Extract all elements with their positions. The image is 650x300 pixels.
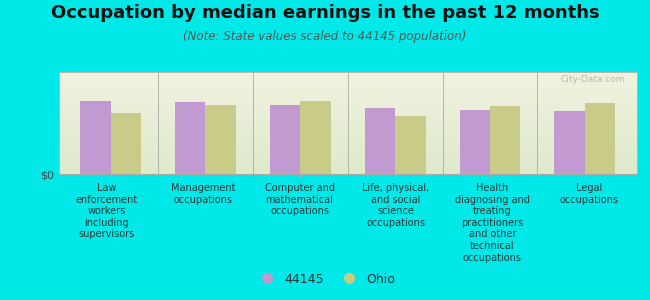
Text: Law
enforcement
workers
including
supervisors: Law enforcement workers including superv… <box>75 183 138 239</box>
Bar <box>490 106 521 174</box>
Bar <box>175 102 205 174</box>
Text: (Note: State values scaled to 44145 population): (Note: State values scaled to 44145 popu… <box>183 30 467 43</box>
Bar <box>300 100 331 174</box>
Bar <box>365 108 395 174</box>
Bar <box>111 113 141 174</box>
Text: Occupation by median earnings in the past 12 months: Occupation by median earnings in the pas… <box>51 4 599 22</box>
Text: Computer and
mathematical
occupations: Computer and mathematical occupations <box>265 183 335 216</box>
Legend: 44145, Ohio: 44145, Ohio <box>250 268 400 291</box>
Text: Life, physical,
and social
science
occupations: Life, physical, and social science occup… <box>362 183 430 228</box>
Bar <box>270 105 300 174</box>
Bar <box>81 100 110 174</box>
Text: City-Data.com: City-Data.com <box>561 75 625 84</box>
Bar <box>395 116 426 174</box>
Text: Health
diagnosing and
treating
practitioners
and other
technical
occupations: Health diagnosing and treating practitio… <box>455 183 530 262</box>
Text: Legal
occupations: Legal occupations <box>559 183 618 205</box>
Bar <box>460 110 490 174</box>
Bar <box>205 105 236 174</box>
Bar <box>585 103 615 174</box>
Bar <box>554 111 585 174</box>
Text: Management
occupations: Management occupations <box>171 183 235 205</box>
